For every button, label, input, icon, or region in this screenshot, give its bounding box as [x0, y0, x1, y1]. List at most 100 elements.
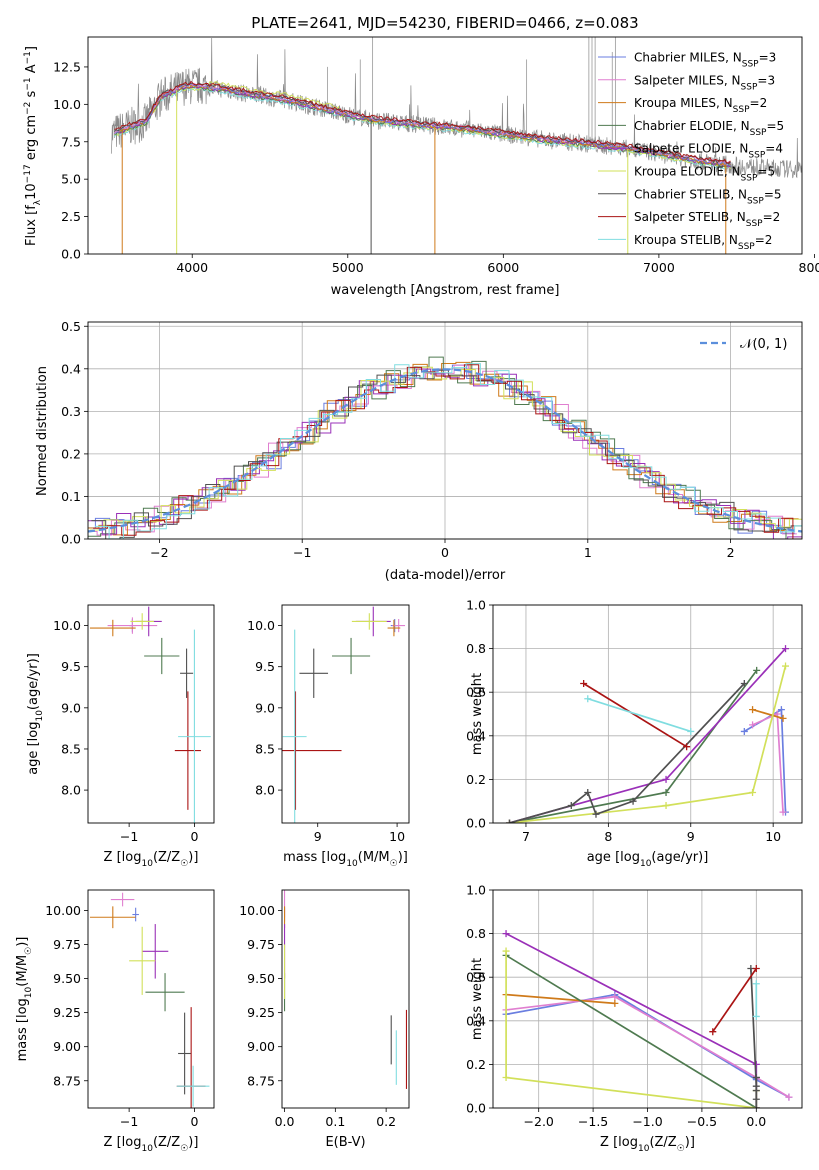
y-tick-label: 0.2 — [466, 772, 486, 787]
x-tick-label: 2 — [727, 545, 735, 560]
y-tick-label: 0.3 — [61, 404, 81, 419]
x-tick-label: 1 — [584, 545, 592, 560]
y-tick-label: 8.75 — [53, 1073, 81, 1088]
y-tick-label: 0.8 — [466, 641, 486, 656]
y-tick-label: 0.2 — [466, 1057, 486, 1072]
x-tick-label: −0.5 — [687, 1114, 717, 1129]
x-tick-label: 0.1 — [325, 1114, 345, 1129]
marker-sa_stelib — [580, 679, 588, 687]
mass-weight-plot — [502, 930, 793, 1108]
y-tick-label: 0.0 — [466, 1101, 486, 1116]
x-tick-label: 5000 — [332, 260, 364, 275]
x-tick-label: 0.2 — [376, 1114, 396, 1129]
x-tick-label: −1 — [293, 545, 311, 560]
y-axis-label-part: erg cm — [24, 115, 39, 164]
y-axis-label-part: A — [24, 64, 39, 77]
mass-weight-line-kr_elodie — [509, 665, 787, 823]
histogram-plot — [88, 356, 802, 539]
y-axis-label-part: )] — [15, 937, 30, 947]
y-axis-label-part: λ — [33, 199, 43, 205]
histogram-step-kr_elodie — [89, 366, 802, 531]
axes-frame — [87, 36, 803, 255]
y-tick-label: 10.0 — [53, 97, 81, 112]
mass-weight-line-sa_stelib — [712, 968, 758, 1033]
y-tick-label: 9.00 — [247, 1039, 275, 1054]
y-axis-label-part: ☉ — [24, 947, 34, 955]
y-tick-label: 9.25 — [53, 1005, 81, 1020]
marker-sa_miles — [785, 1093, 793, 1101]
mass-weight-line-ch_stelib — [509, 682, 745, 823]
x-tick-label: 7000 — [643, 260, 675, 275]
legend-label-part: Kroupa STELIB, N — [634, 233, 738, 247]
y-tick-label: 8.0 — [255, 783, 275, 798]
marker-ch_miles — [777, 706, 785, 714]
y-tick-label: 8.75 — [247, 1073, 275, 1088]
legend-label-part: Salpeter STELIB, N — [634, 210, 746, 224]
y-axis-label: age [log10(age/yr)] — [26, 653, 45, 775]
marker-ch_miles — [740, 727, 748, 735]
mass-weight-line-sa_stelib — [583, 682, 688, 748]
y-tick-label: 0.2 — [61, 446, 81, 461]
marker-sa_stelib — [752, 964, 760, 972]
x-tick-label: 0.0 — [746, 1114, 766, 1129]
mass-weight-line-ch_elodie — [505, 954, 758, 1108]
y-tick-label: 0.6 — [466, 685, 486, 700]
legend-label-part: SSP — [741, 82, 758, 92]
x-axis-label-part: )] — [188, 1135, 198, 1150]
errorbar-plot — [89, 892, 210, 1108]
legend-label-part: SSP — [746, 219, 763, 229]
legend-label: Kroupa MILES, NSSP=2 — [634, 96, 767, 115]
y-tick-label: 9.75 — [53, 937, 81, 952]
marker-sa_elodie — [752, 1060, 760, 1068]
legend-label-part: =4 — [765, 142, 783, 156]
y-axis-label-part: 10 — [24, 183, 39, 200]
y-axis-label-part: −1 — [23, 51, 33, 64]
x-axis-label-part: (M/M — [358, 850, 390, 865]
marker-ch_stelib — [752, 1104, 760, 1108]
model-spectrum-sa_elodie — [114, 85, 731, 168]
normal-curve-line — [88, 368, 802, 533]
marker-ch_elodie — [753, 666, 761, 674]
y-tick-label: 9.50 — [53, 971, 81, 986]
marker-sa_stelib — [709, 1028, 717, 1036]
x-axis-label-part: ☉ — [180, 859, 188, 869]
y-axis-label-part: ] — [24, 46, 39, 51]
x-tick-label: 0 — [190, 829, 198, 844]
legend-label: 𝒩(0, 1) — [740, 337, 787, 352]
legend-label-part: =3 — [757, 73, 775, 87]
x-axis-label-part: E(B-V) — [325, 1135, 365, 1150]
legend-label: Chabrier ELODIE, NSSP=5 — [634, 119, 784, 138]
histogram-step-kr_stelib — [94, 363, 802, 539]
x-axis-label: Z [log10(Z/Z☉)] — [600, 1135, 695, 1154]
legend-label-part: Kroupa ELODIE, N — [634, 165, 741, 179]
legend-label-part: =2 — [750, 96, 768, 110]
legend-label-part: SSP — [742, 60, 759, 70]
marker-kr_elodie — [749, 788, 757, 796]
x-tick-label: −1.0 — [632, 1114, 662, 1129]
legend-label-part: SSP — [747, 196, 764, 206]
x-tick-label: −1.5 — [578, 1114, 608, 1129]
marker-kr_miles — [611, 999, 619, 1007]
marker-ch_elodie — [662, 788, 670, 796]
y-tick-label: 1.0 — [466, 598, 486, 613]
legend-label: Salpeter ELODIE, NSSP=4 — [634, 142, 783, 161]
y-tick-label: 0.1 — [61, 489, 81, 504]
y-tick-label: 9.75 — [247, 937, 275, 952]
y-tick-label: 0.0 — [61, 247, 81, 262]
legend-label-part: SSP — [750, 128, 767, 138]
x-axis-label-part: age [log — [587, 850, 640, 865]
x-axis-label-part: ☉ — [677, 1144, 685, 1154]
marker-ch_stelib — [752, 1095, 760, 1103]
legend-label-part: SSP — [733, 105, 750, 115]
legend-label: Salpeter MILES, NSSP=3 — [634, 73, 775, 92]
mass-weight-line-kr_stelib — [587, 697, 692, 733]
legend-label-part: =3 — [759, 51, 777, 65]
marker-sa_miles — [749, 721, 757, 729]
marker-kr_stelib — [752, 1012, 760, 1020]
x-axis-label: mass [log10(M/M☉)] — [283, 850, 408, 869]
chart-title: PLATE=2641, MJD=54230, FIBERID=0466, z=0… — [251, 14, 638, 32]
legend-label-part: Salpeter ELODIE, N — [634, 142, 748, 156]
x-axis-label-part: 10 — [141, 1144, 153, 1154]
